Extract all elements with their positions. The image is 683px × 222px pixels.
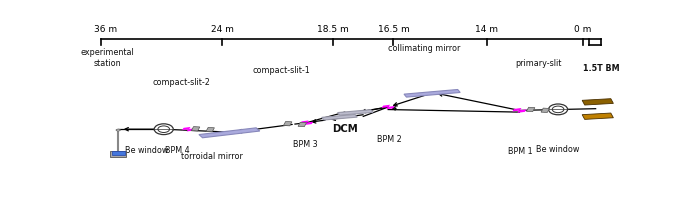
Text: torroidal mirror: torroidal mirror	[182, 152, 243, 161]
Ellipse shape	[548, 104, 568, 115]
Polygon shape	[382, 105, 390, 108]
Text: experimental
station: experimental station	[81, 48, 135, 68]
Text: 14 m: 14 m	[475, 25, 498, 34]
Text: 18.5 m: 18.5 m	[317, 25, 349, 34]
Text: Be window: Be window	[536, 145, 580, 155]
Text: collimating mirror: collimating mirror	[388, 44, 460, 53]
Polygon shape	[337, 110, 373, 115]
Text: DCM: DCM	[332, 124, 358, 134]
Polygon shape	[199, 128, 260, 138]
Polygon shape	[305, 122, 313, 125]
Polygon shape	[206, 127, 214, 132]
Ellipse shape	[158, 126, 169, 133]
Text: 0 m: 0 m	[574, 25, 591, 34]
Polygon shape	[541, 108, 550, 113]
Polygon shape	[512, 108, 522, 111]
Polygon shape	[517, 109, 527, 113]
Polygon shape	[191, 127, 200, 131]
Text: 24 m: 24 m	[210, 25, 234, 34]
Ellipse shape	[154, 124, 173, 135]
Polygon shape	[300, 121, 309, 124]
Polygon shape	[283, 121, 292, 126]
Polygon shape	[404, 89, 460, 97]
Polygon shape	[186, 128, 195, 131]
Polygon shape	[110, 151, 126, 157]
Polygon shape	[386, 106, 395, 109]
Text: 1.5T BM: 1.5T BM	[583, 64, 619, 73]
Text: BPM 3: BPM 3	[293, 140, 318, 149]
Text: BPM 4: BPM 4	[165, 146, 189, 155]
Polygon shape	[322, 115, 357, 120]
Text: Be window: Be window	[124, 146, 168, 155]
Text: primary-slit: primary-slit	[515, 59, 561, 68]
Polygon shape	[582, 113, 613, 119]
Polygon shape	[527, 107, 535, 112]
Text: 36 m: 36 m	[94, 25, 117, 34]
Polygon shape	[111, 151, 125, 155]
Polygon shape	[182, 127, 191, 130]
Ellipse shape	[553, 106, 564, 113]
Text: 16.5 m: 16.5 m	[378, 25, 409, 34]
Text: BPM 1: BPM 1	[508, 147, 533, 156]
Polygon shape	[298, 122, 307, 127]
Polygon shape	[582, 99, 613, 105]
Text: BPM 2: BPM 2	[378, 135, 402, 144]
Ellipse shape	[116, 129, 120, 131]
Text: compact-slit-1: compact-slit-1	[252, 65, 310, 75]
Text: compact-slit-2: compact-slit-2	[153, 78, 210, 87]
